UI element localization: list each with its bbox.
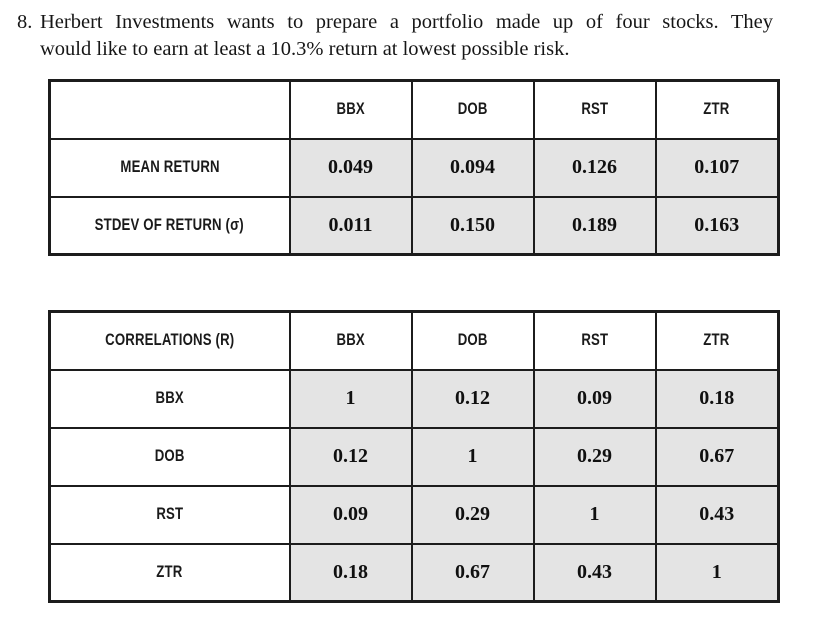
stdev-return-ztr: 0.163 xyxy=(654,195,780,256)
column-header-bbx: BBX xyxy=(288,79,413,140)
corr-row-rst: RST 0.09 0.29 1 0.43 xyxy=(48,484,780,545)
problem-number: 8. xyxy=(17,11,33,33)
stats-header-row: BBX DOB RST ZTR xyxy=(48,79,780,140)
stdev-return-rst: 0.189 xyxy=(532,195,657,256)
mean-return-row: MEAN RETURN 0.049 0.094 0.126 0.107 xyxy=(48,137,780,198)
corr-row-bbx: BBX 1 0.12 0.09 0.18 xyxy=(48,368,780,429)
corr-row-label-bbx: BBX xyxy=(48,368,291,429)
corr-rst-ztr: 0.43 xyxy=(654,484,780,545)
problem-text-line1: Herbert Investments wants to prepare a p… xyxy=(40,11,773,33)
corr-column-header-dob: DOB xyxy=(410,310,535,371)
corr-row-label-ztr: ZTR xyxy=(48,542,291,603)
row-label-mean-return: MEAN RETURN xyxy=(48,137,291,198)
stdev-return-dob: 0.150 xyxy=(410,195,535,256)
corr-ztr-rst: 0.43 xyxy=(532,542,657,603)
corr-dob-ztr: 0.67 xyxy=(654,426,780,487)
problem-text-line2: would like to earn at least a 10.3% retu… xyxy=(40,38,570,60)
row-label-stdev-return: STDEV OF RETURN (σ) xyxy=(48,195,291,256)
stats-table: BBX DOB RST ZTR MEAN RETURN 0.049 0.094 … xyxy=(48,79,780,256)
corr-rst-bbx: 0.09 xyxy=(288,484,413,545)
correlation-table: CORRELATIONS (R) BBX DOB RST ZTR BBX 1 0… xyxy=(48,310,780,603)
corr-bbx-bbx: 1 xyxy=(288,368,413,429)
corr-column-header-ztr: ZTR xyxy=(654,310,780,371)
corr-row-label-rst: RST xyxy=(48,484,291,545)
stdev-return-bbx: 0.011 xyxy=(288,195,413,256)
problem-text: Herbert Investments wants to prepare a p… xyxy=(40,9,773,63)
problem-statement: 8. Herbert Investments wants to prepare … xyxy=(17,9,773,63)
corr-ztr-ztr: 1 xyxy=(654,542,780,603)
corr-row-dob: DOB 0.12 1 0.29 0.67 xyxy=(48,426,780,487)
corr-column-header-bbx: BBX xyxy=(288,310,413,371)
corr-dob-bbx: 0.12 xyxy=(288,426,413,487)
stdev-return-row: STDEV OF RETURN (σ) 0.011 0.150 0.189 0.… xyxy=(48,195,780,256)
corr-dob-dob: 1 xyxy=(410,426,535,487)
mean-return-rst: 0.126 xyxy=(532,137,657,198)
column-header-dob: DOB xyxy=(410,79,535,140)
corr-column-header-rst: RST xyxy=(532,310,657,371)
corr-row-ztr: ZTR 0.18 0.67 0.43 1 xyxy=(48,542,780,603)
corr-rst-rst: 1 xyxy=(532,484,657,545)
stats-corner-cell xyxy=(48,79,291,140)
correlations-corner-label: CORRELATIONS (R) xyxy=(105,331,235,350)
mean-return-bbx: 0.049 xyxy=(288,137,413,198)
corr-ztr-dob: 0.67 xyxy=(410,542,535,603)
column-header-rst: RST xyxy=(532,79,657,140)
correlations-corner-cell: CORRELATIONS (R) xyxy=(48,310,291,371)
corr-row-label-dob: DOB xyxy=(48,426,291,487)
corr-dob-rst: 0.29 xyxy=(532,426,657,487)
corr-bbx-rst: 0.09 xyxy=(532,368,657,429)
corr-bbx-ztr: 0.18 xyxy=(654,368,780,429)
mean-return-dob: 0.094 xyxy=(410,137,535,198)
column-header-ztr: ZTR xyxy=(654,79,780,140)
corr-ztr-bbx: 0.18 xyxy=(288,542,413,603)
corr-bbx-dob: 0.12 xyxy=(410,368,535,429)
corr-rst-dob: 0.29 xyxy=(410,484,535,545)
correlation-header-row: CORRELATIONS (R) BBX DOB RST ZTR xyxy=(48,310,780,371)
mean-return-ztr: 0.107 xyxy=(654,137,780,198)
